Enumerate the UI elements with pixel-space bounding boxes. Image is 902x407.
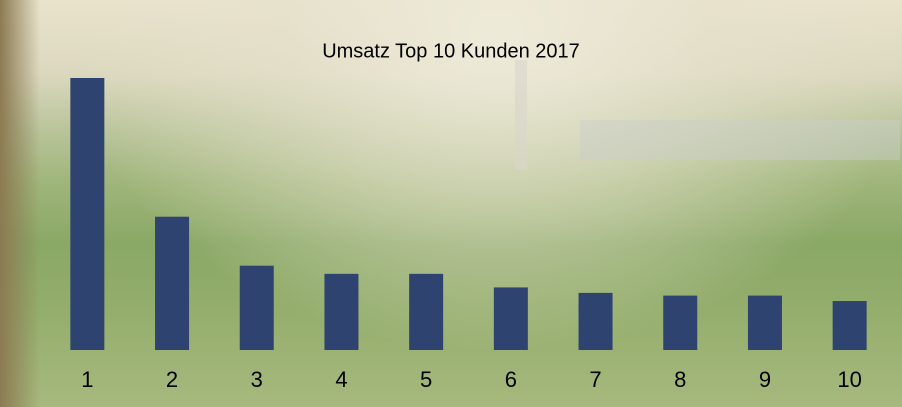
bar <box>155 217 189 350</box>
x-tick-label: 2 <box>166 367 178 392</box>
bar <box>240 266 274 350</box>
bar <box>579 293 613 350</box>
x-tick-label: 9 <box>759 367 771 392</box>
x-tick-label: 8 <box>674 367 686 392</box>
bar <box>663 296 697 350</box>
bar <box>324 274 358 350</box>
bar <box>833 301 867 350</box>
chart: Umsatz Top 10 Kunden 2017 1 2 3 4 5 6 7 8 9 10 <box>0 0 902 407</box>
x-tick-label: 5 <box>420 367 432 392</box>
x-tick-label: 10 <box>837 367 861 392</box>
x-tick-label: 6 <box>505 367 517 392</box>
bar <box>70 78 104 350</box>
bar <box>748 296 782 350</box>
x-tick-label: 4 <box>335 367 347 392</box>
bar <box>494 287 528 350</box>
background-tower <box>515 60 527 170</box>
slide: Umsatz Top 10 Kunden 2017 1 2 3 4 5 6 7 8 9 10 <box>0 0 902 407</box>
bar <box>409 274 443 350</box>
background-building <box>580 120 900 160</box>
x-tick-label: 3 <box>251 367 263 392</box>
x-tick-label: 1 <box>81 367 93 392</box>
chart-title: Umsatz Top 10 Kunden 2017 <box>322 40 580 62</box>
x-tick-label: 7 <box>589 367 601 392</box>
